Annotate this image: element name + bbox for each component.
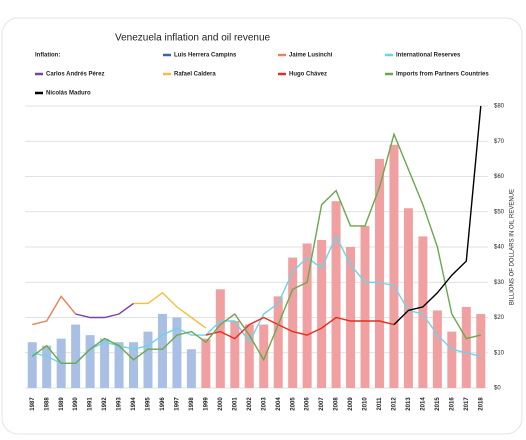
x-tick-label: 2015 xyxy=(435,397,441,411)
x-tick-label: 2003 xyxy=(261,397,267,411)
bar xyxy=(215,289,225,388)
bar xyxy=(374,158,384,388)
x-tick-label: 2002 xyxy=(247,397,253,411)
x-tick-label: 2000 xyxy=(218,397,224,411)
bar xyxy=(273,296,283,388)
bar xyxy=(157,313,167,388)
x-tick-label: 2011 xyxy=(377,397,383,411)
series-line xyxy=(205,316,395,340)
y-tick-label: $80 xyxy=(494,104,505,110)
x-tick-label: 2004 xyxy=(276,397,282,411)
series-line xyxy=(31,132,481,364)
bar xyxy=(100,338,110,388)
bar xyxy=(71,324,81,388)
y-tick-label: $60 xyxy=(494,174,505,180)
bar xyxy=(244,324,254,388)
x-tick-label: 2009 xyxy=(348,397,354,411)
bar xyxy=(172,317,182,388)
bar xyxy=(346,247,356,388)
bar xyxy=(129,342,139,388)
bar xyxy=(259,324,269,388)
bar xyxy=(143,331,153,388)
x-tick-label: 1988 xyxy=(44,397,50,411)
y-tick-label: $10 xyxy=(494,350,505,356)
x-tick-label: 1994 xyxy=(131,397,137,411)
y-tick-label: $70 xyxy=(494,139,505,145)
legend-label: Rafael Caldera xyxy=(174,72,216,78)
x-tick-label: 2007 xyxy=(319,397,325,411)
x-tick-label: 2006 xyxy=(305,397,311,411)
bar xyxy=(186,349,196,388)
x-tick-label: 1989 xyxy=(59,397,65,411)
bar xyxy=(85,335,95,388)
series-line xyxy=(393,105,482,326)
x-tick-label: 1991 xyxy=(88,397,94,411)
x-tick-label: 2018 xyxy=(478,397,484,411)
x-tick-label: 1987 xyxy=(30,397,36,411)
x-tick-label: 1995 xyxy=(146,397,152,411)
bar xyxy=(389,144,399,388)
x-tick-label: 2008 xyxy=(334,397,340,411)
x-tick-label: 1993 xyxy=(117,397,123,411)
bar xyxy=(447,331,457,388)
bar xyxy=(461,306,471,388)
bar xyxy=(230,321,240,388)
y-tick-label: $0 xyxy=(494,386,501,392)
x-tick-label: 2001 xyxy=(232,397,238,411)
x-tick-label: 1996 xyxy=(160,397,166,411)
series-line xyxy=(32,234,481,364)
bar xyxy=(27,342,37,388)
chart-title: Venezuela inflation and oil revenue xyxy=(115,33,271,44)
series-line xyxy=(32,295,77,326)
series-line xyxy=(75,302,134,319)
x-tick-label: 2017 xyxy=(464,397,470,411)
bar xyxy=(317,239,327,388)
y-tick-label: $50 xyxy=(494,209,505,215)
legend-label: Nicolás Maduro xyxy=(46,91,91,97)
x-tick-label: 1998 xyxy=(189,397,195,411)
bar xyxy=(201,338,211,388)
x-tick-label: 2005 xyxy=(290,397,296,411)
y-tick-label: $40 xyxy=(494,245,505,251)
legend-label: Hugo Chávez xyxy=(289,72,327,78)
x-tick-label: 1999 xyxy=(203,397,209,411)
bar xyxy=(403,208,413,388)
bar xyxy=(360,225,370,388)
x-tick-label: 2010 xyxy=(363,397,369,411)
legend-label: Carlos Andrés Pérez xyxy=(46,72,104,78)
legend-label: Imports from Partners Countries xyxy=(396,72,489,78)
bar xyxy=(302,243,312,388)
x-tick-label: 2012 xyxy=(392,397,398,411)
x-tick-label: 1992 xyxy=(102,397,108,411)
y-tick-label: $30 xyxy=(494,280,505,286)
bar xyxy=(432,310,442,388)
bar xyxy=(42,345,52,388)
series-line xyxy=(133,291,207,329)
bar xyxy=(114,342,124,388)
bar xyxy=(331,201,341,388)
bar xyxy=(476,313,486,388)
x-tick-label: 2013 xyxy=(406,397,412,411)
legend-label: Jaime Lusinchi xyxy=(289,53,333,59)
legend-title: Inflation: xyxy=(35,53,60,59)
bar xyxy=(288,257,298,388)
x-tick-label: 2014 xyxy=(420,397,426,411)
legend-label: International Reserves xyxy=(396,53,461,59)
x-tick-label: 1997 xyxy=(175,397,181,411)
x-tick-label: 1990 xyxy=(73,397,79,411)
y-axis-label: BILLIONS OF DOLLARS IN OIL REVENUE xyxy=(510,189,516,305)
y-tick-label: $20 xyxy=(494,315,505,321)
x-tick-label: 2016 xyxy=(449,397,455,411)
bar xyxy=(418,236,428,388)
legend-label: Luis Herrera Campins xyxy=(174,53,237,59)
